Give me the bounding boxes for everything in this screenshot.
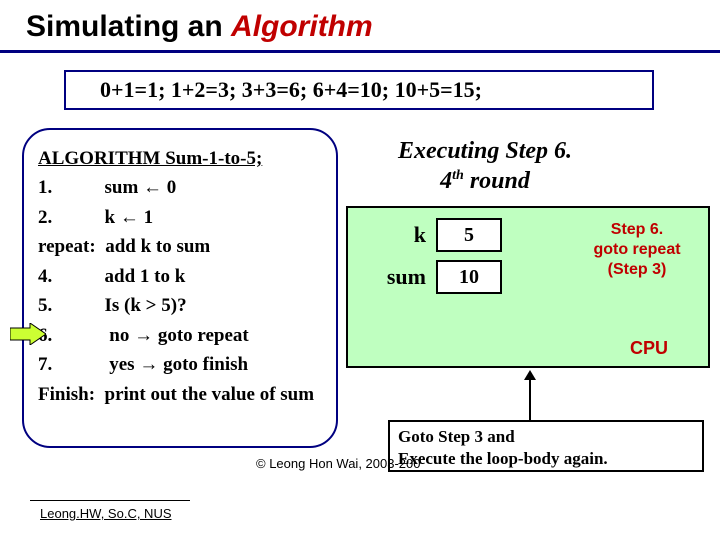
- algorithm-box: ALGORITHM Sum-1-to-5; 1. sum ← 0 2. k ← …: [22, 128, 338, 448]
- title-pre: Simulating an: [26, 10, 231, 43]
- exec-line2: 4th round: [398, 166, 572, 196]
- cpu-label: CPU: [630, 338, 668, 359]
- algo-line-1: 1. sum ← 0: [38, 173, 322, 202]
- note-line2: Execute the loop-body again.: [398, 448, 694, 470]
- slide-title: Simulating an Algorithm: [26, 10, 373, 44]
- k-label: k: [368, 222, 426, 248]
- footer-line: [30, 500, 190, 501]
- expression-text: 0+1=1; 1+2=3; 3+3=6; 6+4=10; 10+5=15;: [100, 77, 482, 103]
- sum-label: sum: [368, 264, 426, 290]
- expression-box: 0+1=1; 1+2=3; 3+3=6; 6+4=10; 10+5=15;: [64, 70, 654, 110]
- algo-line-5: 5. Is (k > 5)?: [38, 291, 322, 320]
- footer: Leong.HW, So.C, NUS: [40, 506, 172, 521]
- algo-line-7: 7. yes → goto finish: [38, 350, 322, 379]
- exec-line1: Executing Step 6.: [398, 136, 572, 166]
- arrow-up-icon: [520, 370, 540, 424]
- algo-line-3: repeat: add k to sum: [38, 232, 322, 261]
- k-value: 5: [436, 218, 502, 252]
- note-line1: Goto Step 3 and: [398, 426, 694, 448]
- sum-value: 10: [436, 260, 502, 294]
- algo-line-4: 4. add 1 to k: [38, 262, 322, 291]
- title-underline: [0, 50, 720, 53]
- algo-line-8: Finish: print out the value of sum: [38, 380, 322, 409]
- copyright: © Leong Hon Wai, 2003-200: [256, 456, 420, 471]
- step6-note: Step 6. goto repeat (Step 3): [572, 220, 702, 280]
- algo-line-2: 2. k ← 1: [38, 203, 322, 232]
- title-accent: Algorithm: [231, 10, 373, 43]
- pointer-arrow-icon: [10, 323, 46, 345]
- algo-line-6: 6. no → goto repeat: [38, 321, 322, 350]
- executing-label: Executing Step 6. 4th round: [398, 136, 572, 196]
- note-box: Goto Step 3 and Execute the loop-body ag…: [388, 420, 704, 472]
- algo-head: ALGORITHM Sum-1-to-5;: [38, 144, 322, 173]
